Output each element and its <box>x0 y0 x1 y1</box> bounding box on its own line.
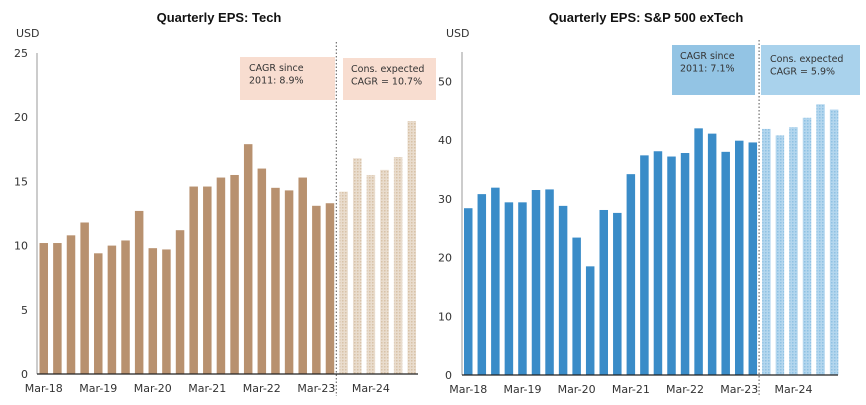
forecast-bar <box>407 121 417 374</box>
actual-bar <box>531 190 541 375</box>
x-tick-label: Mar-23 <box>297 382 335 395</box>
actual-bar <box>66 235 76 374</box>
x-tick-label: Mar-19 <box>79 382 117 395</box>
actual-bar <box>613 212 622 375</box>
actual-bar <box>53 243 62 374</box>
actual-bar <box>680 153 690 375</box>
actual-bar <box>284 190 294 374</box>
forecast-bar <box>762 128 771 375</box>
actual-bar <box>694 128 703 375</box>
forecast-bar <box>816 104 825 376</box>
x-tick-label: Mar-21 <box>188 382 226 395</box>
actual-bar <box>721 151 730 375</box>
actual-bar <box>325 203 335 374</box>
actual-bar <box>39 243 48 374</box>
actual-bar <box>572 237 581 375</box>
actual-bar <box>216 177 226 374</box>
forecast-cagr-box <box>761 45 860 95</box>
actual-bar <box>599 209 608 375</box>
historical-cagr-note: CAGR since 2011: 8.9% <box>249 63 304 87</box>
x-tick-label: Mar-22 <box>666 383 704 396</box>
actual-bar <box>107 245 117 374</box>
actual-bar <box>626 174 636 375</box>
y-tick-label: 25 <box>14 47 28 60</box>
x-tick-label: Mar-23 <box>720 383 758 396</box>
actual-bar <box>121 240 130 374</box>
x-tick-label: Mar-22 <box>243 382 281 395</box>
y-tick-label: 0 <box>21 368 28 381</box>
forecast-cagr-box <box>343 58 436 100</box>
actual-bar <box>189 186 198 374</box>
chart-title: Quarterly EPS: Tech <box>157 10 282 25</box>
x-tick-label: Mar-20 <box>134 382 172 395</box>
y-tick-label: 40 <box>438 134 452 147</box>
actual-bar <box>134 210 144 374</box>
y-tick-label: 20 <box>438 252 452 265</box>
forecast-bar <box>380 169 389 374</box>
x-tick-label: Mar-20 <box>558 383 596 396</box>
actual-bar <box>640 155 649 375</box>
actual-bar <box>477 194 487 375</box>
forecast-bar <box>775 135 785 375</box>
forecast-bar <box>352 158 362 374</box>
y-tick-label: 10 <box>438 310 452 323</box>
actual-bar <box>748 142 758 375</box>
actual-bar <box>80 222 89 374</box>
actual-bar <box>257 168 267 374</box>
x-tick-label: Mar-21 <box>612 383 650 396</box>
actual-bar <box>735 140 744 375</box>
x-tick-label: Mar-24 <box>774 383 812 396</box>
actual-bar <box>545 189 554 375</box>
x-tick-label: Mar-19 <box>503 383 541 396</box>
forecast-bar <box>366 174 376 374</box>
actual-bar <box>707 133 717 375</box>
actual-bar <box>271 187 280 374</box>
actual-bar <box>558 205 568 375</box>
forecast-bar <box>829 109 839 376</box>
y-tick-label: 50 <box>438 75 452 88</box>
sp500-extech-eps-chart: Quarterly EPS: S&P 500 exTech USD 0 10 20 3… <box>438 10 860 397</box>
forecast-cagr-note: Cons. expected CAGR = 10.7% <box>351 64 424 88</box>
actual-bar <box>175 230 185 374</box>
y-tick-label: 20 <box>14 111 28 124</box>
forecast-bar <box>339 191 348 374</box>
actual-bar <box>667 156 676 375</box>
x-tick-label: Mar-18 <box>449 383 487 396</box>
x-tick-label: Mar-24 <box>352 382 390 395</box>
forecast-bar <box>393 157 403 374</box>
y-tick-label: 30 <box>438 193 452 206</box>
historical-cagr-box <box>672 45 755 95</box>
actual-bar <box>148 248 158 374</box>
actual-bar <box>653 151 663 375</box>
y-tick-label: 15 <box>14 175 28 188</box>
actual-bar <box>203 186 212 374</box>
actual-bar <box>94 253 103 374</box>
actual-bar <box>162 249 171 374</box>
x-tick-label: Mar-18 <box>25 382 63 395</box>
y-tick-label: 0 <box>445 369 452 382</box>
chart-title: Quarterly EPS: S&P 500 exTech <box>549 10 744 25</box>
actual-bar <box>504 202 514 375</box>
actual-bar <box>243 144 253 374</box>
historical-cagr-note: CAGR since 2011: 7.1% <box>680 51 735 75</box>
actual-bar <box>298 177 307 374</box>
actual-bar <box>518 202 527 375</box>
actual-bar <box>230 174 239 374</box>
actual-bar <box>585 266 595 375</box>
y-tick-label: 10 <box>14 240 28 253</box>
forecast-bar <box>789 127 798 375</box>
actual-bar <box>464 208 473 375</box>
actual-bar <box>491 187 500 375</box>
y-tick-label: 5 <box>21 304 28 317</box>
forecast-cagr-note: Cons. expected CAGR = 5.9% <box>770 54 843 78</box>
historical-cagr-box <box>240 57 335 100</box>
tech-eps-chart: Quarterly EPS: Tech USD 0 5 10 15 20 25 Mar-1… <box>14 10 436 396</box>
y-axis-unit: USD <box>446 27 470 40</box>
actual-bar <box>312 205 321 374</box>
y-axis-unit: USD <box>16 27 40 40</box>
forecast-bar <box>802 117 812 376</box>
